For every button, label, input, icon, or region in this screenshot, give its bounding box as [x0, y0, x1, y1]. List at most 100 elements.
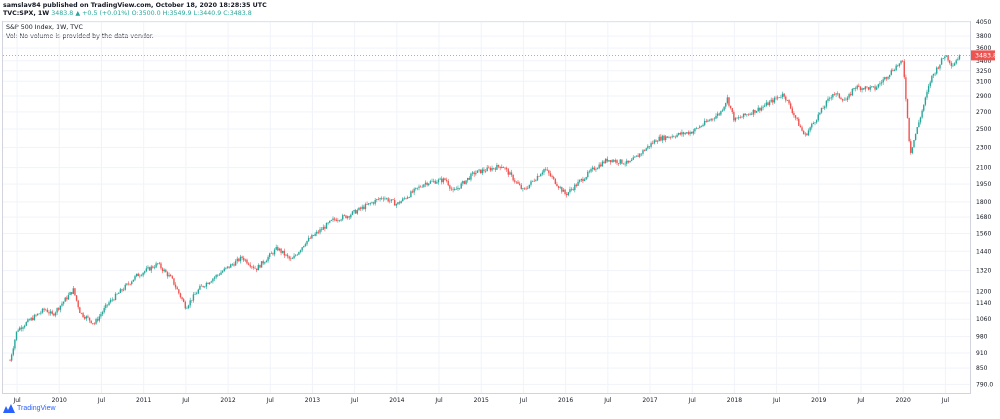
x-tick-label: 2018	[727, 397, 742, 404]
candle-body	[398, 202, 401, 204]
candle-body	[23, 325, 26, 328]
candle-body	[489, 167, 492, 171]
candle-body	[479, 169, 482, 174]
candle-body	[822, 108, 824, 109]
candle-body	[296, 254, 298, 256]
candle-body	[40, 312, 42, 314]
candle-body	[281, 250, 284, 253]
symbol-name: TVC:SPX, 1W	[3, 10, 50, 17]
candle-body	[593, 167, 595, 170]
candle-body	[608, 160, 610, 162]
candle-body	[51, 311, 53, 314]
y-tick-label: 3250	[976, 68, 991, 75]
candle-body	[393, 200, 396, 206]
candle-body	[384, 198, 386, 200]
candle-body	[739, 117, 742, 118]
candle-body	[802, 130, 805, 135]
candle-body	[789, 103, 792, 109]
candle-body	[192, 294, 195, 301]
candle-body	[890, 70, 892, 75]
candle-body	[447, 180, 449, 186]
candle-body	[780, 97, 782, 98]
candle-body	[812, 122, 815, 124]
candle-body	[205, 283, 208, 287]
candle-body	[449, 185, 451, 189]
candle-body	[749, 113, 751, 115]
candle-body	[325, 223, 328, 229]
candle-body	[527, 188, 529, 189]
candle-body	[316, 231, 318, 234]
candle-body	[100, 314, 102, 317]
candle-body	[116, 293, 118, 295]
candle-body	[505, 167, 508, 170]
candle-body	[856, 85, 858, 89]
candle-body	[165, 269, 167, 273]
candle-body	[799, 125, 802, 128]
candle-body	[522, 188, 524, 189]
candle-body	[90, 320, 92, 324]
candle-body	[135, 273, 138, 277]
candle-body	[859, 86, 862, 90]
y-tick-label: 3100	[976, 78, 991, 85]
candle-body	[197, 289, 199, 294]
candle-body	[257, 264, 260, 271]
candle-body	[319, 229, 321, 233]
candle-body	[83, 316, 86, 319]
candle-body	[467, 177, 469, 181]
x-tick-label: Jul	[519, 397, 528, 404]
x-tick-label: Jul	[688, 397, 697, 404]
candle-body	[213, 277, 216, 279]
candle-body	[452, 189, 454, 191]
candle-body	[371, 202, 373, 204]
candle-body	[765, 102, 768, 106]
candle-body	[692, 131, 694, 134]
candle-body	[468, 177, 471, 180]
candle-body	[606, 158, 608, 162]
candle-body	[53, 313, 55, 316]
candle-body	[329, 220, 331, 223]
candle-body	[840, 97, 842, 100]
candle-body	[152, 266, 154, 268]
candle-body	[794, 115, 797, 118]
candle-body	[215, 275, 217, 278]
candle-body	[285, 254, 287, 256]
candle-body	[166, 272, 169, 277]
candle-body	[875, 87, 878, 90]
candle-body	[905, 77, 907, 100]
candle-body	[142, 272, 144, 276]
candle-body	[406, 197, 409, 199]
candle-body	[346, 216, 349, 219]
candle-body	[176, 287, 178, 290]
candle-body	[574, 184, 576, 190]
candle-body	[851, 88, 854, 96]
candle-body	[879, 83, 881, 85]
candle-body	[566, 193, 568, 196]
candle-body	[109, 299, 112, 303]
candle-body	[785, 96, 787, 101]
candle-body	[728, 97, 730, 106]
x-tick-label: 2020	[896, 397, 911, 404]
candle-body	[518, 183, 521, 186]
candle-body	[191, 300, 193, 301]
candle-body	[200, 285, 203, 287]
candle-body	[874, 86, 876, 90]
candle-body	[488, 167, 490, 169]
candle-body	[656, 141, 659, 142]
candle-body	[178, 289, 180, 294]
candle-body	[770, 99, 772, 102]
candle-body	[348, 216, 350, 218]
candle-body	[103, 307, 105, 313]
candle-body	[807, 130, 810, 136]
candle-body	[862, 88, 865, 90]
x-tick-label: Jul	[350, 397, 359, 404]
candle-body	[776, 97, 779, 99]
candle-body	[38, 313, 40, 315]
y-tick-label: 1060	[976, 316, 991, 323]
candle-body	[752, 109, 755, 115]
tradingview-logo[interactable]: TradingView	[3, 404, 56, 413]
candle-body	[217, 274, 219, 276]
candle-body	[254, 267, 256, 269]
candle-body	[817, 114, 819, 121]
candle-body	[147, 267, 149, 269]
x-tick-label: 2014	[389, 397, 404, 404]
